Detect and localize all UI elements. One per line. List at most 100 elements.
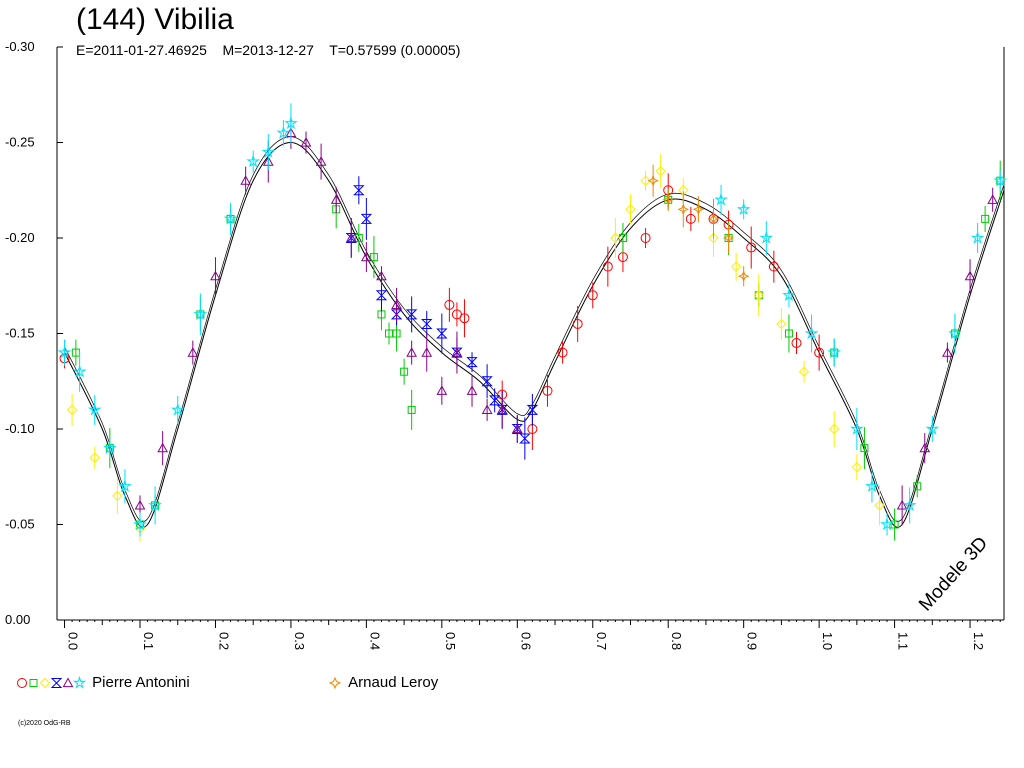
data-point [993,173,1008,187]
y-tick-label: 0.00 [5,612,30,627]
data-point [391,299,402,309]
data-point [376,270,387,281]
data-point [511,423,523,434]
data-point [223,211,238,225]
data-point [948,326,962,340]
legend-arnaud-leroy: Arnaud Leroy [328,674,438,692]
data-point [768,261,779,272]
x-tick-label: 0.9 [745,632,760,650]
data-point [72,364,87,378]
x-tick-label: 0.2 [216,632,231,650]
series-diamond [66,154,885,542]
data-point [246,154,261,168]
data-point [913,482,922,491]
data-point [157,442,168,453]
series-star [57,103,1008,537]
data-point [798,366,810,377]
legend-label-antonini: Pierre Antonini [92,674,190,692]
data-point [87,402,102,416]
chart-subtitle: E=2011-01-27.46925 M=2013-12-27 T=0.5759… [76,42,461,58]
data-point [677,203,690,216]
data-point [392,329,401,338]
data-point [640,175,651,186]
x-tick-label: 0.8 [669,632,684,650]
data-point [375,290,388,301]
data-point [610,232,621,244]
data-point [436,385,448,395]
data-point [328,676,342,690]
x-tick-label: 0.1 [141,632,156,650]
x-tick-label: 1.2 [971,632,986,650]
data-point [896,499,908,510]
data-point [369,253,378,262]
data-point [481,376,493,387]
data-point [970,230,985,244]
data-point [276,125,291,139]
series-bowtie [345,176,539,460]
data-point [134,499,146,510]
data-point [526,404,539,415]
data-point [187,347,199,357]
data-point [865,479,879,493]
series-square [71,160,1005,541]
data-point [451,347,463,357]
data-point [722,232,735,244]
data-point [118,479,132,493]
data-point [557,347,568,358]
data-point [880,517,894,531]
x-tick-label: 0.0 [66,632,81,650]
copyright-note: (c)2020 OdG-RB [18,720,71,727]
data-point [707,213,720,225]
data-point [29,679,38,688]
y-tick-label: -0.30 [5,39,35,54]
data-point [542,385,553,396]
data-point [405,309,418,320]
y-tick-label: -0.05 [5,517,35,532]
data-point [511,424,524,434]
data-point [692,203,705,216]
data-point [57,345,72,359]
data-point [730,261,742,272]
x-tick-label: 0.5 [443,632,458,650]
data-point [39,677,51,689]
data-point [902,498,917,512]
legend-pierre-antonini: Pierre Antonini [16,674,190,692]
data-point [736,202,751,216]
data-point [737,270,750,282]
data-point [647,174,659,187]
data-point [421,347,433,357]
data-point [406,347,418,357]
data-point [353,185,365,196]
data-point [776,318,787,330]
data-point [459,313,470,324]
data-point [987,194,999,204]
data-point [496,404,508,415]
data-point [860,444,869,453]
data-point [421,318,433,329]
model-annotation: Modele 3D [915,533,992,615]
data-point [759,230,774,244]
data-point [261,144,276,158]
data-point [148,498,162,512]
data-point [400,367,409,376]
data-point [436,328,448,339]
data-point [829,423,840,435]
data-point [66,404,78,416]
data-point [814,347,825,358]
y-tick-label: -0.10 [5,421,35,436]
data-point [284,116,298,130]
data-point [354,234,363,242]
data-point [784,329,793,338]
data-point [390,309,403,320]
data-point [133,517,147,531]
data-point [240,175,251,185]
data-point [315,156,327,166]
data-point [602,261,613,272]
y-tick-label: -0.20 [5,230,35,245]
data-point [300,136,312,147]
data-point [804,326,819,340]
data-point [587,290,598,301]
data-point [662,194,674,206]
data-point [640,233,651,243]
data-point [746,242,757,253]
